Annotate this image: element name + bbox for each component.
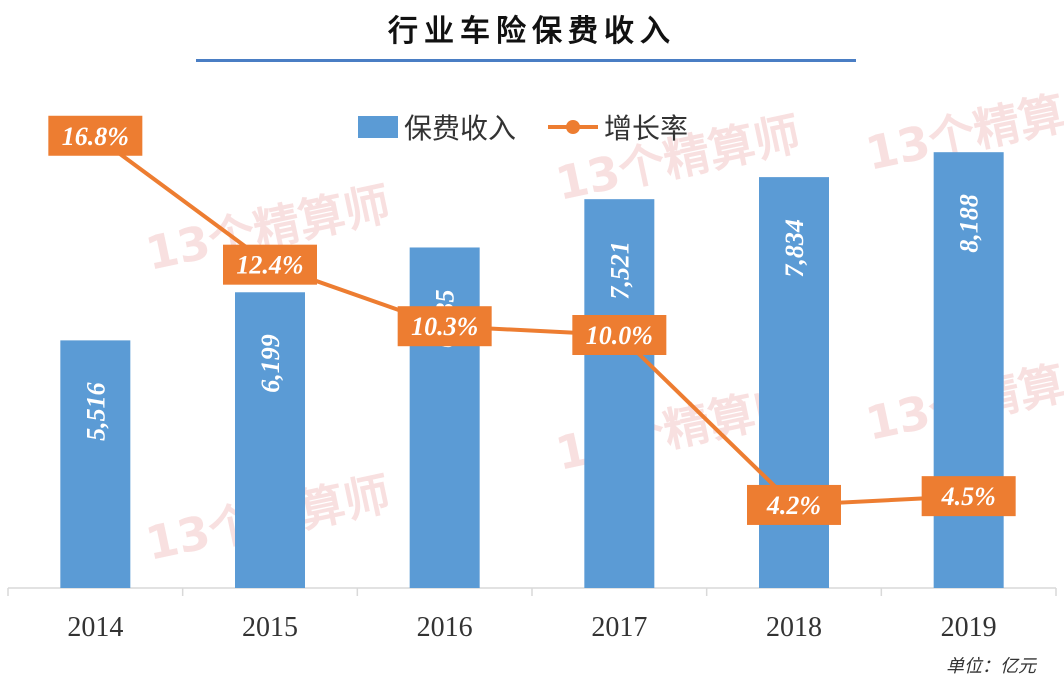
rate-label-box: [747, 484, 841, 525]
x-tick-label: 2019: [941, 612, 997, 643]
bar: [60, 340, 131, 588]
x-tick-label: 2016: [417, 612, 473, 643]
rate-label-box: [921, 476, 1016, 517]
title-underline: [196, 59, 856, 62]
rate-label-box: [397, 306, 492, 347]
bar: [235, 292, 305, 588]
bar-value-label: 8,188: [955, 194, 984, 253]
bar-series: [60, 152, 1004, 589]
rate-label-box: [223, 244, 317, 285]
bar-value-label: 5,516: [81, 382, 110, 441]
x-axis: 2014 2015 2016 2017 2018 2019: [7, 587, 1057, 643]
x-tick-label: 2015: [242, 612, 298, 643]
bar: [584, 199, 655, 588]
rate-value-label: 16.8%: [62, 122, 129, 151]
legend-swatch-bar: [358, 116, 398, 138]
legend: 保费收入 增长率: [358, 112, 688, 145]
x-tick-label: 2014: [67, 612, 123, 643]
x-tick-label: 2018: [766, 612, 822, 643]
bar-value-label: 7,834: [780, 219, 809, 278]
rate-value-label: 4.2%: [766, 491, 821, 520]
bar: [409, 247, 480, 589]
legend-label-line: 增长率: [604, 112, 688, 145]
bar-value-label: 7,521: [605, 241, 634, 300]
x-tick-label: 2017: [591, 612, 647, 643]
rate-value-label: 12.4%: [236, 251, 303, 280]
legend-label-bar: 保费收入: [404, 112, 516, 145]
rate-label-box: [48, 115, 143, 156]
unit-label: 单位：亿元: [946, 656, 1036, 677]
line-series: [89, 129, 975, 511]
line-path: [94, 134, 969, 507]
rate-value-label: 10.0%: [586, 321, 653, 350]
legend-marker-line: [566, 120, 580, 134]
chart-title: 行业车险保费收入: [388, 14, 676, 49]
bar-value-label: 6,199: [256, 334, 285, 393]
rate-value-label: 10.3%: [411, 312, 478, 341]
rate-labels: 16.8% 12.4% 10.3% 10.0% 4.2% 4.5%: [48, 115, 1016, 525]
rate-value-label: 4.5%: [941, 482, 996, 511]
rate-label-box: [572, 315, 667, 355]
